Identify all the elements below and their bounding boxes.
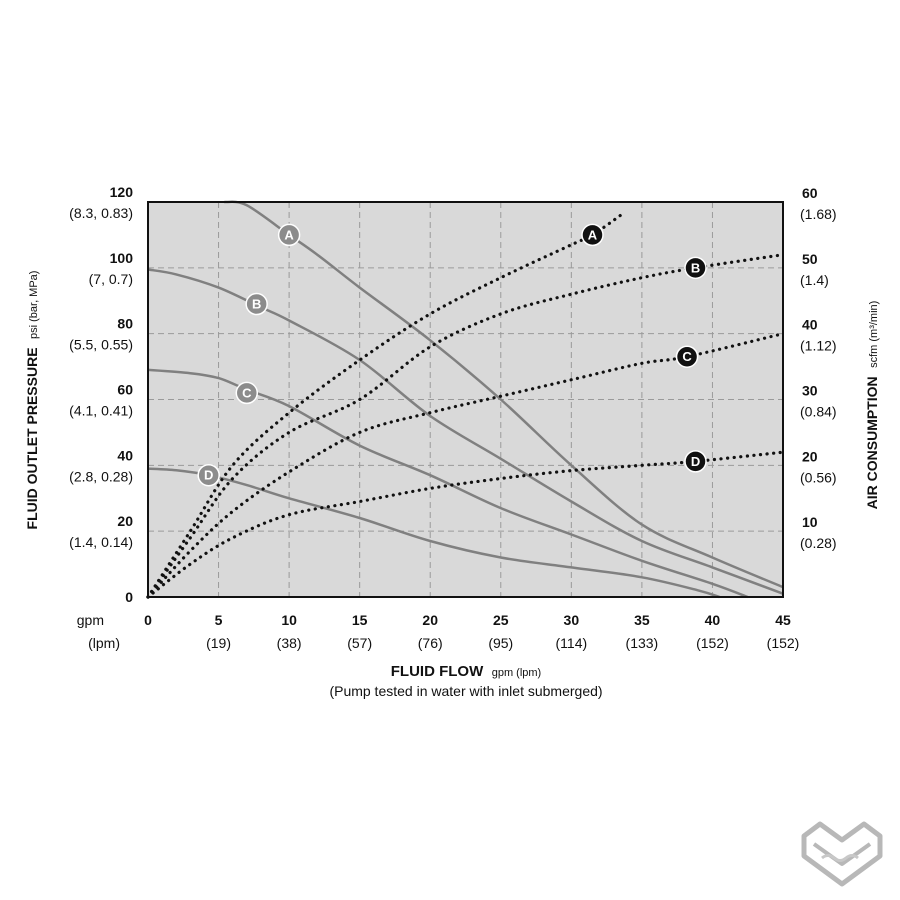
x-unit-bottom: (lpm) (88, 635, 120, 651)
x-axis-note: (Pump tested in water with inlet submerg… (329, 683, 602, 699)
pressure-curves (147, 200, 784, 599)
left-tick-sublabel: (4.1, 0.41) (69, 403, 133, 419)
left-tick-sublabel: (5.5, 0.55) (69, 337, 133, 353)
x-tick-label: 35 (634, 612, 650, 628)
right-tick-sublabel: (1.12) (800, 338, 837, 354)
x-tick-sublabel: (76) (418, 635, 443, 651)
air-marker-a-label: A (588, 227, 598, 242)
x-tick-label: 0 (144, 612, 152, 628)
air-curve-c (146, 332, 785, 599)
left-tick-sublabel: (1.4, 0.14) (69, 534, 133, 550)
right-tick-label: 30 (802, 383, 818, 399)
right-tick-label: 40 (802, 317, 818, 333)
left-axis-label: FLUID OUTLET PRESSURE (24, 347, 40, 529)
right-tick-sublabel: (1.4) (800, 272, 829, 288)
air-consumption-curves (146, 213, 785, 599)
air-marker-b: B (684, 256, 707, 280)
x-axis-label: FLUID FLOW (391, 663, 484, 680)
air-curve-b (146, 253, 785, 599)
x-tick-label: 30 (564, 612, 580, 628)
pressure-curve-c (147, 368, 749, 599)
right-axis-unit: scfm (m³/min) (868, 301, 880, 368)
x-tick-sublabel: (133) (626, 635, 659, 651)
x-tick-sublabel: (114) (556, 635, 588, 651)
right-axis-label: AIR CONSUMPTION (864, 376, 880, 509)
air-marker-a: A (581, 223, 604, 247)
air-marker-c-label: C (682, 349, 692, 364)
x-tick-label: 40 (705, 612, 721, 628)
right-tick-sublabel: (1.68) (800, 206, 837, 222)
x-tick-label: 10 (281, 612, 297, 628)
left-tick-sublabel: (7, 0.7) (89, 271, 133, 287)
pressure-marker-b-label: B (252, 297, 261, 312)
air-marker-b-label: B (691, 260, 700, 275)
left-tick-label: 80 (117, 316, 133, 332)
left-tick-label: 60 (117, 382, 133, 398)
x-tick-sublabel: (38) (277, 635, 302, 651)
x-tick-label: 5 (215, 612, 223, 628)
left-tick-label: 20 (117, 513, 133, 529)
x-tick-label: 25 (493, 612, 509, 628)
air-curve-d (146, 450, 785, 599)
left-axis-title: FLUID OUTLET PRESSURE psi (bar, MPa) (24, 271, 41, 530)
left-tick-label: 120 (110, 184, 134, 200)
right-tick-label: 50 (802, 251, 818, 267)
tick-labels: 0 5 (19) 10 (38) 15 (57) 20 (76) 25 (95) 30 (114) 35 (… (69, 184, 836, 651)
air-marker-c: C (675, 345, 699, 368)
left-axis-unit: psi (bar, MPa) (28, 271, 40, 339)
x-tick-label: 15 (352, 612, 368, 628)
x-tick-label: 45 (775, 612, 791, 628)
x-axis-unit: gpm (lpm) (492, 667, 542, 679)
x-axis-title: FLUID FLOW gpm (lpm) (391, 663, 541, 680)
x-tick-sublabel: (57) (347, 635, 372, 651)
curve-markers: A B C D A B C D (197, 223, 707, 487)
pressure-marker-a: A (277, 223, 301, 247)
pressure-curve-b (147, 268, 784, 595)
x-unit-top: gpm (77, 612, 104, 628)
right-tick-sublabel: (0.84) (800, 404, 837, 420)
left-tick-label: 100 (110, 250, 134, 266)
left-tick-sublabel: (2.8, 0.28) (69, 468, 133, 484)
right-tick-label: 60 (802, 185, 818, 201)
air-marker-d: D (684, 450, 707, 473)
x-tick-sublabel: (95) (488, 635, 513, 651)
wave-chevron-logo-icon (801, 821, 883, 887)
air-marker-d-label: D (691, 454, 700, 469)
right-tick-label: 20 (802, 448, 818, 464)
plot-frame (147, 201, 784, 598)
left-tick-label: 0 (125, 589, 133, 605)
x-tick-sublabel: (19) (206, 635, 231, 651)
pressure-marker-c: C (235, 381, 259, 405)
right-tick-sublabel: (0.28) (800, 535, 837, 551)
pressure-marker-d: D (197, 463, 220, 487)
x-tick-sublabel: (152) (696, 635, 729, 651)
left-tick-sublabel: (8.3, 0.83) (69, 205, 133, 221)
x-tick-label: 20 (422, 612, 438, 628)
left-tick-label: 40 (117, 447, 133, 463)
right-tick-sublabel: (0.56) (800, 469, 837, 485)
air-curve-a (146, 213, 623, 599)
pressure-marker-a-label: A (284, 227, 294, 242)
pressure-marker-d-label: D (204, 468, 213, 483)
right-axis-title: AIR CONSUMPTION scfm (m³/min) (864, 301, 881, 510)
right-tick-label: 10 (802, 514, 818, 530)
x-tick-sublabel: (152) (767, 635, 800, 651)
pressure-marker-b: B (245, 292, 268, 316)
pressure-marker-c-label: C (242, 385, 252, 400)
